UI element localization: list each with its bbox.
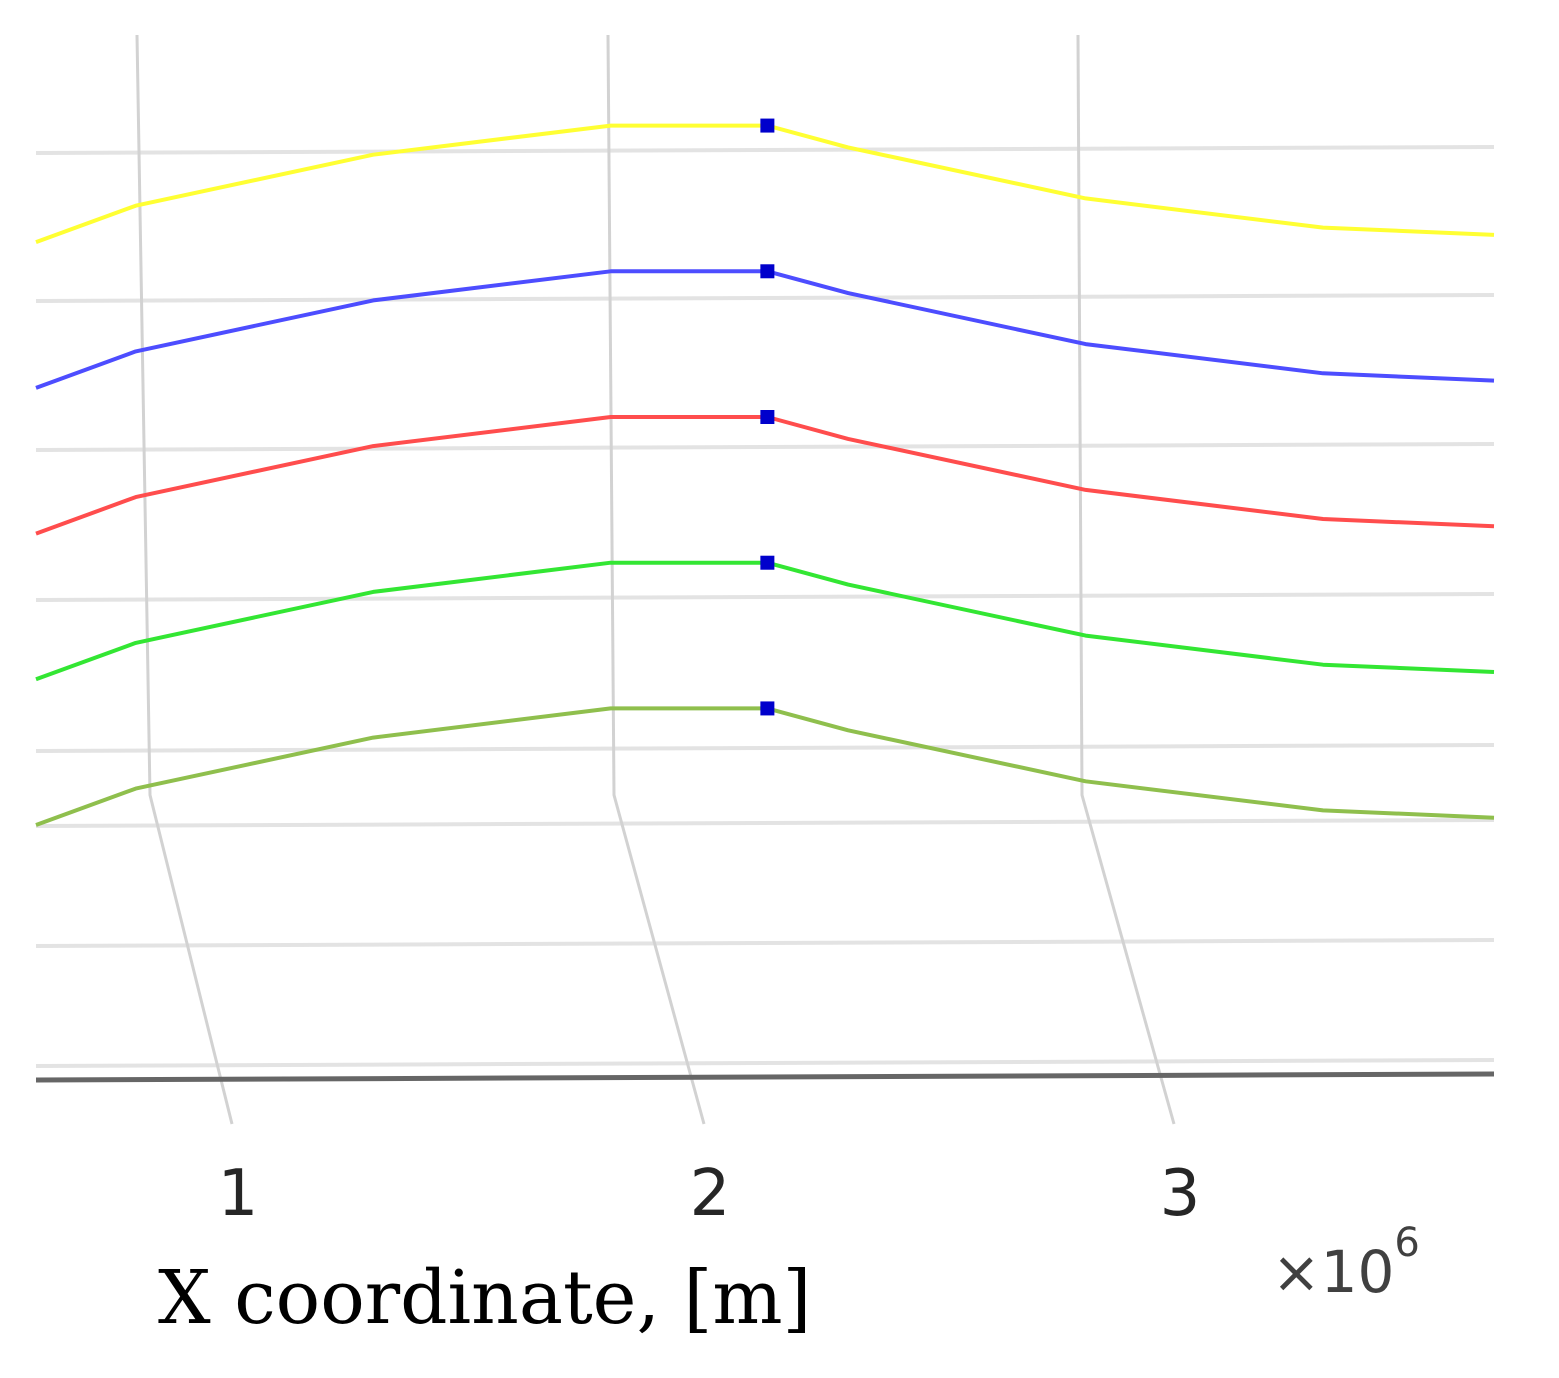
series-line-3 [35,560,1495,682]
x-axis-multiplier: ×106 [1272,1220,1420,1306]
series-layer [35,123,1495,827]
horizontal-gridlines [35,145,1495,1068]
gridline-h-4 [35,743,1495,753]
peak-marker-4 [760,701,775,716]
gridline-v-0 [135,34,234,1125]
x-tick-label-0: 1 [218,1157,259,1231]
series-line-4 [35,706,1495,827]
gridline-h-7 [35,1058,1495,1068]
peak-marker-0 [760,118,775,133]
x-axis-multiplier-base: ×10 [1272,1238,1394,1306]
x-tick-label-2: 3 [1160,1157,1201,1231]
x-axis-title: X coordinate, [m] [158,1255,811,1341]
gridline-v-2 [1076,34,1176,1125]
series-line-2 [35,415,1495,536]
gridline-v-1 [606,34,706,1125]
x-axis-line [35,1071,1495,1083]
x-tick-labels: 1 2 3 [218,1157,1201,1231]
peak-marker-1 [760,264,775,279]
gridline-h-0 [35,145,1495,155]
vertical-gridlines [135,34,1176,1125]
gridline-h-3 [35,592,1495,602]
marker-layer [760,118,775,716]
peak-marker-2 [760,410,775,424]
series-line-0 [35,123,1495,244]
x-axis-multiplier-exponent: 6 [1394,1220,1419,1266]
gridline-h-5 [35,818,1495,828]
gridline-h-2 [35,442,1495,452]
gridline-h-6 [35,938,1495,948]
x-tick-label-1: 2 [690,1157,731,1231]
gridline-h-1 [35,293,1495,303]
peak-marker-3 [760,555,775,570]
series-line-1 [35,269,1495,390]
